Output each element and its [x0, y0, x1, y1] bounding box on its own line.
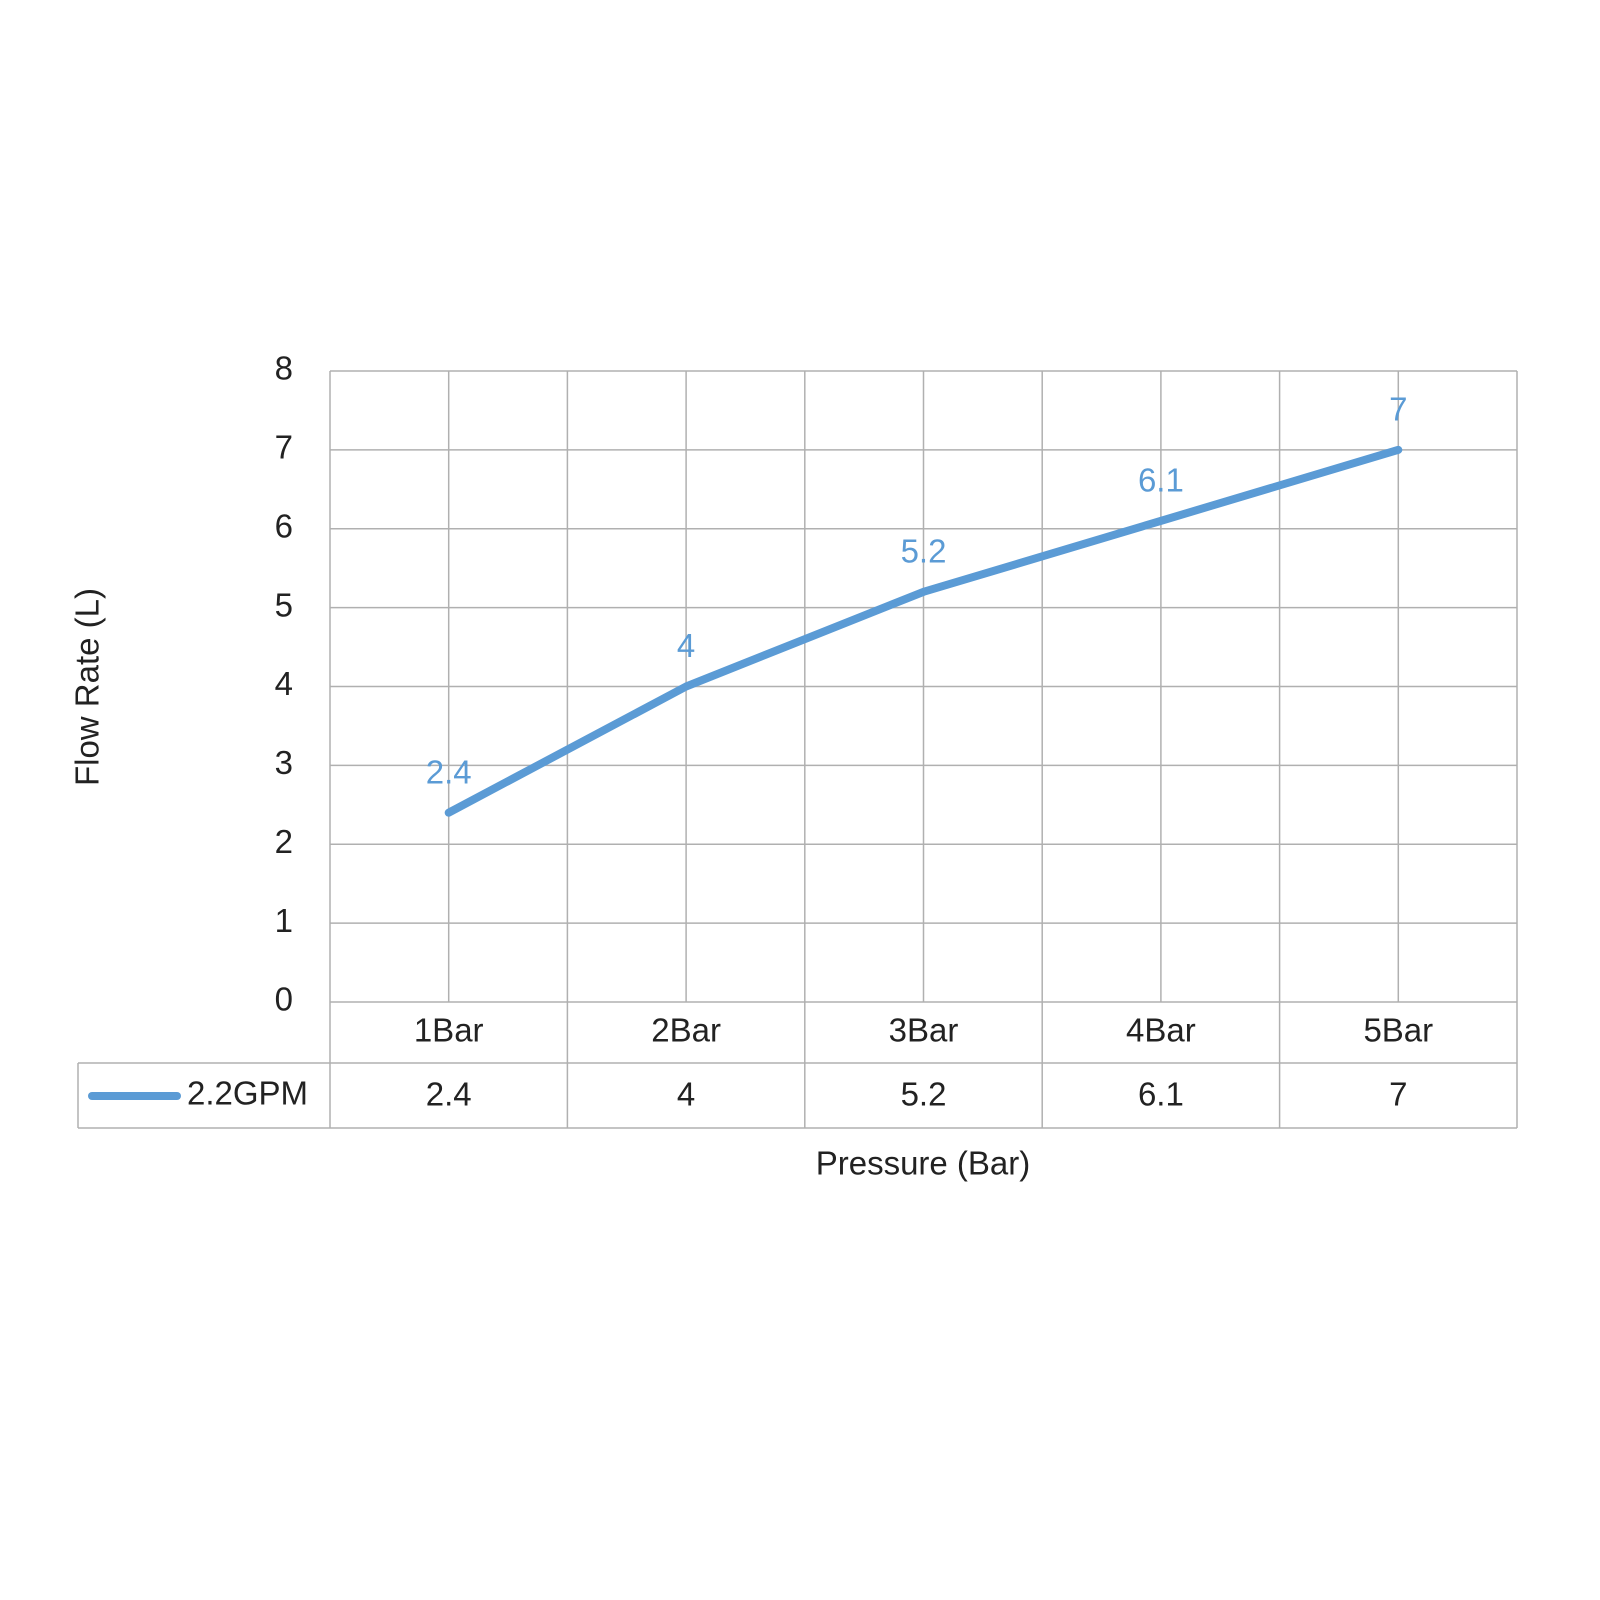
y-tick-label: 0	[275, 981, 293, 1018]
table-value: 2.4	[426, 1076, 472, 1113]
x-tick-label: 4Bar	[1126, 1012, 1196, 1049]
x-axis-title: Pressure (Bar)	[816, 1145, 1031, 1182]
legend-label: 2.2GPM	[187, 1075, 308, 1112]
table-value: 7	[1389, 1076, 1407, 1113]
series-line	[444, 445, 1403, 817]
data-label: 7	[1389, 391, 1407, 428]
data-label: 4	[677, 627, 695, 664]
y-axis-title: Flow Rate (L)	[69, 588, 106, 786]
table-value: 5.2	[901, 1076, 947, 1113]
y-tick-label: 1	[275, 902, 293, 939]
x-tick-label: 1Bar	[414, 1012, 484, 1049]
table-value: 4	[677, 1076, 695, 1113]
y-tick-label: 5	[275, 586, 293, 623]
data-label: 5.2	[901, 533, 947, 570]
x-tick-label: 5Bar	[1363, 1012, 1433, 1049]
y-tick-label: 7	[275, 429, 293, 466]
x-tick-label: 2Bar	[651, 1012, 721, 1049]
data-label: 6.1	[1138, 462, 1184, 499]
y-tick-label: 6	[275, 507, 293, 544]
y-tick-label: 4	[275, 665, 293, 702]
table-value: 6.1	[1138, 1076, 1184, 1113]
x-tick-label: 3Bar	[889, 1012, 959, 1049]
y-tick-label: 8	[275, 350, 293, 387]
data-label: 2.4	[426, 753, 472, 790]
y-tick-label: 3	[275, 744, 293, 781]
y-tick-label: 2	[275, 823, 293, 860]
